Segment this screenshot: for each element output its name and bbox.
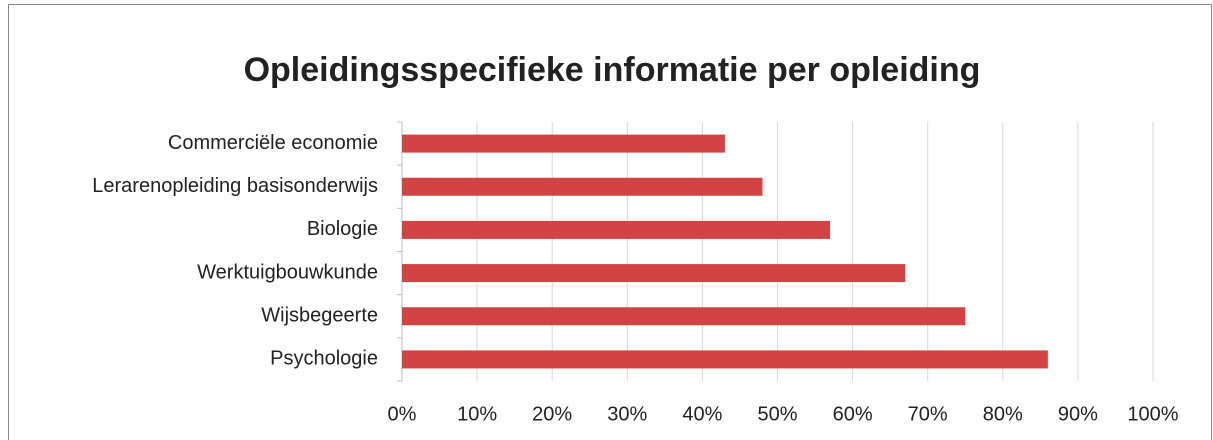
chart-title: Opleidingsspecifieke informatie per ople… (244, 51, 981, 89)
x-tick-label: 10% (457, 403, 497, 425)
x-tick-label: 90% (1058, 403, 1098, 425)
y-tick-label: Wijsbegeerte (261, 305, 378, 327)
y-tick-label: Commerciële economie (168, 132, 378, 154)
bar (402, 134, 725, 153)
x-tick-label: 30% (607, 403, 647, 425)
x-tick-label: 0% (388, 403, 417, 425)
x-tick-label: 70% (908, 403, 948, 425)
x-tick-label: 80% (983, 403, 1023, 425)
bar (402, 307, 966, 326)
x-tick-label: 100% (1127, 403, 1178, 425)
x-tick-label: 40% (682, 403, 722, 425)
bar (402, 350, 1048, 369)
y-tick-label: Psychologie (270, 348, 378, 370)
bar (402, 220, 831, 239)
x-tick-label: 60% (833, 403, 873, 425)
bar (402, 177, 763, 196)
x-tick-label: 20% (532, 403, 572, 425)
bar (402, 264, 906, 283)
y-tick-label: Biologie (307, 218, 378, 240)
y-tick-label: Lerarenopleiding basisonderwijs (92, 175, 378, 197)
y-tick-label: Werktuigbouwkunde (197, 261, 378, 283)
x-tick-label: 50% (757, 403, 797, 425)
